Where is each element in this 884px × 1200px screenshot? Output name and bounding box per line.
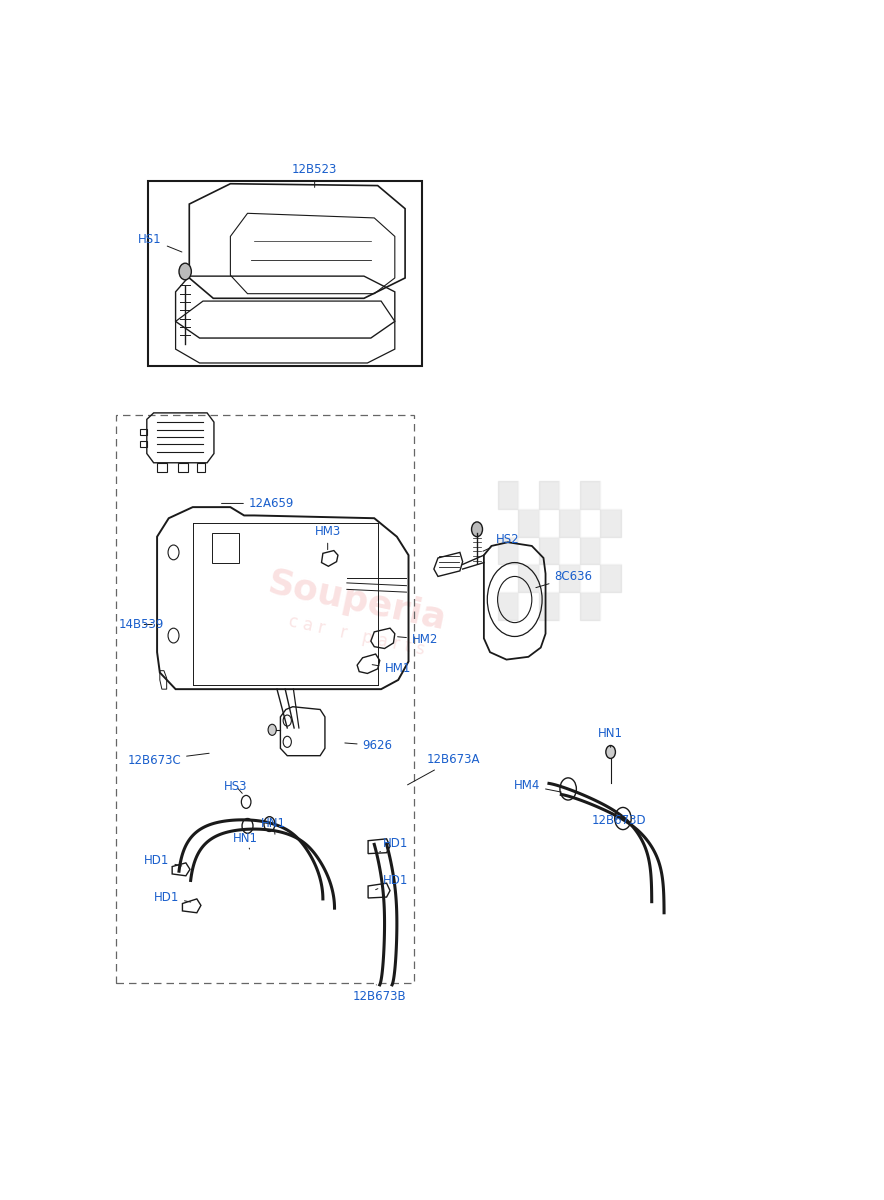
Text: HN1: HN1	[598, 727, 623, 748]
Text: 8C636: 8C636	[536, 570, 592, 588]
Text: c a r   r   p a r t s: c a r r p a r t s	[287, 612, 427, 659]
Text: 12A659: 12A659	[222, 497, 294, 510]
Bar	[538, 509, 560, 536]
Bar	[498, 592, 518, 620]
Bar	[560, 564, 580, 592]
Circle shape	[471, 522, 483, 536]
Text: HD1: HD1	[380, 836, 408, 852]
Text: HS2: HS2	[483, 533, 520, 551]
Bar	[212, 533, 240, 563]
Text: 12B673D: 12B673D	[592, 814, 647, 827]
Text: 12B673C: 12B673C	[127, 754, 210, 767]
Circle shape	[606, 745, 615, 758]
Bar	[538, 536, 560, 564]
Text: HS1: HS1	[138, 233, 182, 252]
Bar	[580, 509, 600, 536]
Bar	[518, 592, 538, 620]
Bar	[580, 592, 600, 620]
Text: HM1: HM1	[372, 662, 411, 676]
Text: 12B673A: 12B673A	[408, 752, 481, 785]
Bar	[600, 536, 621, 564]
Bar	[580, 481, 600, 509]
Bar	[600, 509, 621, 536]
Bar	[498, 564, 518, 592]
Bar	[116, 415, 414, 983]
Text: HM3: HM3	[315, 524, 341, 550]
Bar	[498, 536, 518, 564]
Bar	[498, 481, 518, 509]
Bar	[518, 536, 538, 564]
Text: 14B539: 14B539	[118, 618, 164, 631]
Circle shape	[179, 263, 191, 280]
Bar	[149, 181, 423, 366]
Text: HD1: HD1	[154, 890, 191, 904]
Circle shape	[268, 725, 277, 736]
Bar	[560, 481, 580, 509]
Bar	[498, 509, 518, 536]
Text: HD1: HD1	[376, 874, 408, 889]
Bar	[538, 564, 560, 592]
Text: Souperia: Souperia	[265, 566, 449, 637]
Text: HM2: HM2	[398, 632, 438, 646]
Bar	[560, 536, 580, 564]
Bar	[580, 536, 600, 564]
Text: 9626: 9626	[345, 739, 392, 752]
Bar	[518, 509, 538, 536]
Bar	[518, 564, 538, 592]
Text: HN1: HN1	[261, 817, 286, 834]
Bar	[580, 564, 600, 592]
Bar	[560, 509, 580, 536]
Bar	[538, 481, 560, 509]
Text: HN1: HN1	[233, 833, 258, 850]
Bar	[600, 592, 621, 620]
Text: HD1: HD1	[144, 853, 182, 866]
Text: HS3: HS3	[225, 780, 248, 793]
Bar	[518, 481, 538, 509]
Text: HM4: HM4	[514, 779, 561, 792]
Bar	[600, 481, 621, 509]
Bar	[600, 564, 621, 592]
Bar	[538, 592, 560, 620]
Text: 12B523: 12B523	[292, 163, 338, 187]
Text: 12B673B: 12B673B	[353, 985, 407, 1003]
Bar	[560, 592, 580, 620]
